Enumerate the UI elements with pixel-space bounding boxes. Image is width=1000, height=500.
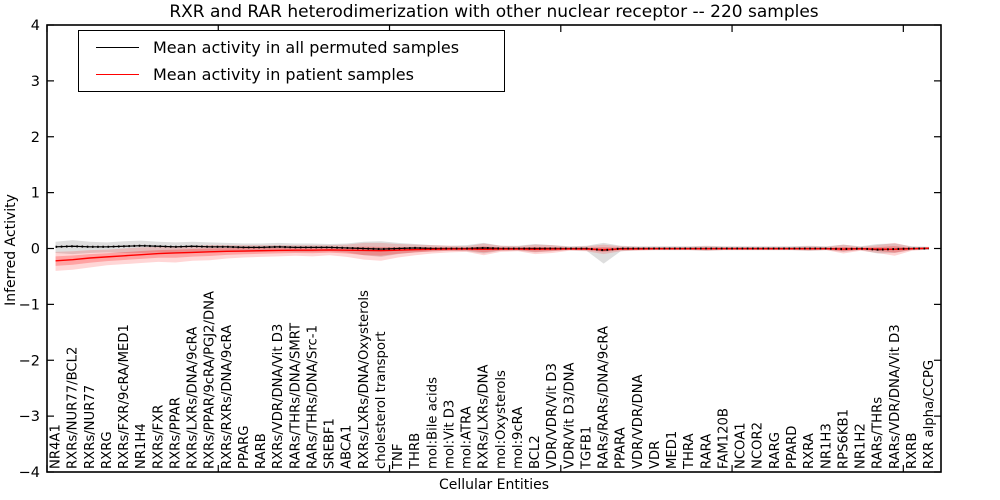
y-axis-label: Inferred Activity [3, 194, 19, 306]
x-category-label: RARB [254, 433, 269, 469]
x-category-label: mol:Bile acids [425, 377, 440, 469]
legend-entry-permuted: Mean activity in all permuted samples [79, 38, 504, 57]
legend-entry-patient: Mean activity in patient samples [79, 65, 504, 84]
x-category-label: mol:ATRA [460, 406, 475, 469]
permuted-mean-markers [55, 244, 930, 252]
x-category-label: RXRs/LXRs/DNA [477, 364, 492, 469]
x-category-label: cholesterol transport [374, 331, 389, 469]
x-category-label: RARs/VDR/DNA/Vit D3 [888, 324, 903, 469]
y-tick-label: 0 [31, 242, 40, 258]
x-category-label: RXRs/NUR77 [83, 385, 98, 469]
x-category-label: THRB [408, 433, 423, 470]
x-category-label: NCOA1 [734, 422, 749, 469]
x-category-label: THRA [682, 433, 697, 470]
patient-line-swatch [96, 74, 139, 75]
x-category-label: RXRB [905, 433, 920, 469]
y-tick-label: 1 [31, 186, 40, 202]
x-category-label: RXRs/VDR/DNA/Vit D3 [271, 324, 286, 469]
x-category-label: VDR/Vit D3/DNA [562, 362, 577, 469]
x-category-label: NR1H2 [854, 423, 869, 469]
legend-label-permuted: Mean activity in all permuted samples [153, 38, 460, 57]
x-category-label: RXRs/NUR77/BCL2 [66, 347, 81, 469]
x-category-label: RXRs/RXRs/DNA/9cRA [220, 325, 235, 469]
x-category-label: RARs/RARs/DNA/9cRA [597, 326, 612, 469]
x-category-label: RXR alpha/CCPG [922, 360, 937, 469]
x-category-label: BCL2 [528, 435, 543, 469]
y-tick-label: −4 [19, 465, 40, 481]
y-tick-label: −2 [19, 353, 40, 369]
x-category-label: RXRs/FXR [151, 405, 166, 469]
x-category-label: VDR/VDR/DNA [631, 374, 646, 469]
chart-title: RXR and RAR heterodimerization with othe… [169, 2, 819, 22]
y-tick-label: 3 [31, 74, 40, 90]
x-category-label: TNF [391, 443, 406, 470]
x-category-label: RXRA [802, 433, 817, 469]
x-category-label: RXRs/LXRs/DNA/Oxysterols [357, 290, 372, 469]
x-category-label: TGFB1 [579, 426, 594, 470]
x-category-label: NR1H4 [134, 423, 149, 469]
x-category-label: RXRs/FXR/9cRA/MED1 [117, 324, 132, 469]
y-tick-label: −3 [19, 409, 40, 425]
x-category-label: RXRs/LXRs/DNA/9cRA [186, 327, 201, 469]
y-tick-label: 4 [31, 18, 40, 34]
legend: Mean activity in all permuted samples Me… [78, 30, 505, 92]
x-category-label: RARs/THRs/DNA/SMRT [288, 322, 303, 469]
x-category-label: VDR [648, 441, 663, 469]
x-category-label: RARs/THRs/DNA/Src-1 [305, 325, 320, 469]
x-axis-label: Cellular Entities [438, 477, 550, 493]
x-category-label: SREBF1 [323, 418, 338, 469]
x-category-label: RXRs/PPAR/9cRA/PGJ2/DNA [203, 291, 218, 469]
x-category-label: RPS6KB1 [836, 409, 851, 469]
x-category-label: RARG [768, 432, 783, 469]
permuted-line-swatch [96, 47, 139, 48]
x-category-label: MED1 [665, 431, 680, 469]
x-category-label: RARs/THRs [871, 397, 886, 469]
y-tick-label: 2 [31, 130, 40, 146]
x-category-label: RXRG [100, 431, 115, 469]
x-category-label: RARA [699, 434, 714, 469]
legend-label-patient: Mean activity in patient samples [153, 65, 414, 84]
x-category-label: FAM120B [716, 408, 731, 469]
x-category-label: VDR/VDR/Vit D3 [545, 363, 560, 469]
x-category-label: NR1H3 [819, 423, 834, 469]
x-category-label: mol:Oxysterols [494, 370, 509, 469]
y-tick-label: −1 [19, 297, 40, 313]
x-category-label: NR4A1 [49, 424, 64, 469]
x-category-label: mol:9cRA [511, 407, 526, 469]
x-category-label: mol:Vit D3 [442, 400, 457, 469]
x-category-label: RXRs/PPAR [168, 397, 183, 469]
x-category-label: ABCA1 [340, 425, 355, 469]
x-category-label: PPARA [614, 427, 629, 469]
x-category-label: PPARD [785, 426, 800, 469]
x-category-label: PPARG [237, 426, 252, 469]
x-category-label: NCOR2 [751, 422, 766, 469]
